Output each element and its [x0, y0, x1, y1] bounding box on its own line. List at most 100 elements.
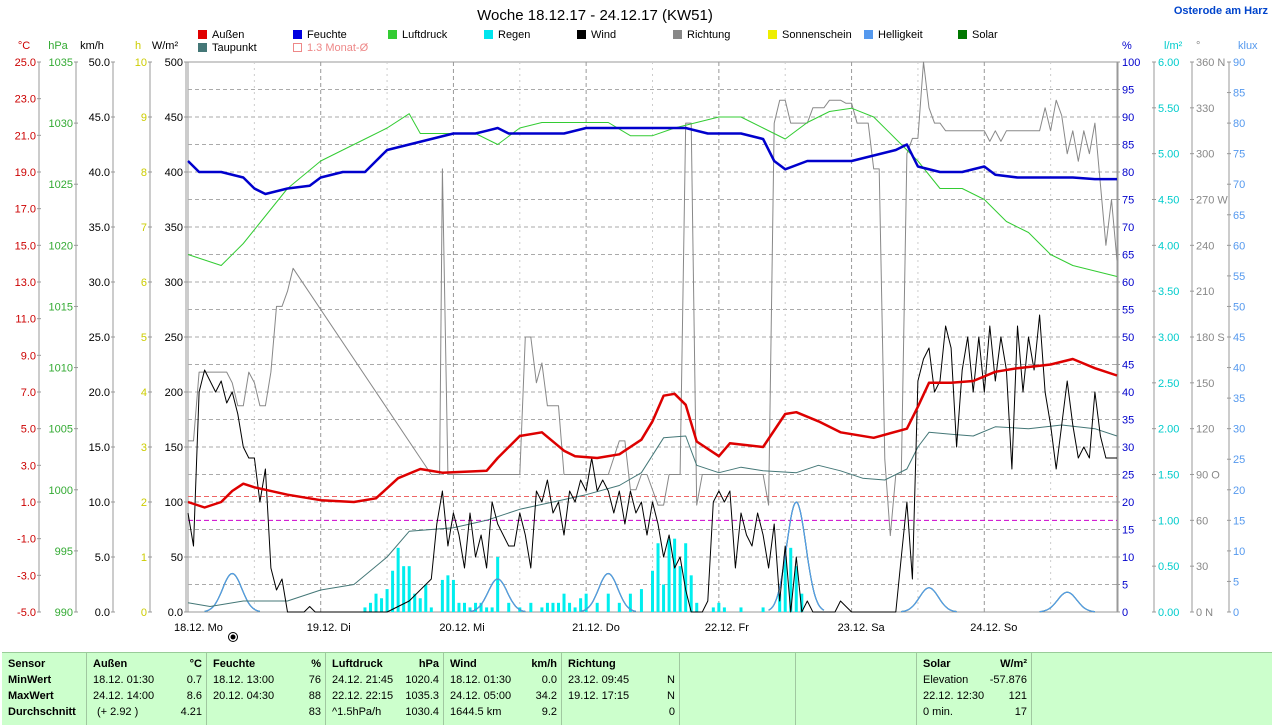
axis-tick-label: 1.0	[21, 497, 36, 509]
axis-tick-label: 80	[1233, 118, 1245, 130]
stats-cell: 19.12. 17:15	[568, 690, 630, 702]
rain-bar	[507, 602, 511, 612]
legend-label: Taupunkt	[212, 42, 257, 54]
axis-tick-label: 6.00	[1158, 57, 1179, 69]
stats-value: 76	[308, 674, 321, 686]
axis-tick-label: 180 S	[1196, 332, 1225, 344]
axis-tick-label: 7.0	[21, 387, 36, 399]
axis-tick-label: 1025	[49, 179, 73, 191]
x-tick-label: 20.12. Mi	[439, 622, 484, 634]
axis-tick-label: 60	[1196, 515, 1208, 527]
axis-unit-label: W/m²	[152, 40, 179, 52]
rain-bar	[794, 566, 798, 612]
axis-tick-label: 330	[1196, 103, 1214, 115]
axis-tick-label: 150	[165, 442, 183, 454]
rain-bar	[385, 589, 389, 612]
x-tick-label: 19.12. Di	[307, 622, 351, 634]
chart-title: Woche 18.12.17 - 24.12.17 (KW51)	[477, 7, 713, 24]
rain-bar	[789, 547, 793, 612]
stats-value: 1035.3	[405, 690, 439, 702]
axis-tick-label: 40	[1233, 363, 1245, 375]
axis-tick-label: 25	[1233, 454, 1245, 466]
axis-unit-label: hPa	[48, 40, 68, 52]
stats-unit: W/m²	[1000, 658, 1027, 670]
rain-bar	[413, 593, 417, 612]
axis-tick-label: 21.0	[15, 130, 36, 142]
axis-tick-label: 20	[1233, 485, 1245, 497]
axis-tick-label: 60	[1233, 240, 1245, 252]
axis-tick-label: 15.0	[15, 240, 36, 252]
stats-col-empty-1	[680, 653, 796, 725]
rain-bar	[540, 607, 544, 612]
stats-col-empty-2	[796, 653, 917, 725]
axis-tick-label: 0.00	[1158, 607, 1179, 619]
axis-tick-label: 2.50	[1158, 378, 1179, 390]
legend-label: Sonnenschein	[782, 29, 852, 41]
stats-unit: km/h	[531, 658, 557, 670]
legend-swatch	[864, 30, 873, 39]
rain-bar	[628, 593, 632, 612]
axis-tick-label: 45	[1233, 332, 1245, 344]
series-taupunkt	[187, 424, 1118, 607]
axes: 25.023.021.019.017.015.013.011.09.07.05.…	[15, 40, 1258, 619]
axis-tick-label: 1	[141, 552, 147, 564]
axis-tick-label: 50.0	[89, 57, 110, 69]
axis-unit-label: km/h	[80, 40, 104, 52]
axis-tick-label: 360 N	[1196, 57, 1225, 69]
axis-tick-label: 10	[135, 57, 147, 69]
axis-tick-label: 95	[1122, 85, 1134, 97]
axis-tick-label: 6	[141, 277, 147, 289]
axis-tick-label: 20	[1122, 497, 1134, 509]
stats-label: Durchschnitt	[8, 706, 76, 718]
stats-cell: 18.12. 01:30	[450, 674, 512, 686]
x-tick-label: 22.12. Fr	[705, 622, 749, 634]
legend-swatch	[198, 43, 207, 52]
axis-tick-label: 10.0	[89, 497, 110, 509]
axis-tick-label: 1035	[49, 57, 73, 69]
rain-bar	[496, 557, 500, 612]
rain-bar	[368, 602, 372, 612]
rain-bar	[545, 602, 549, 612]
stats-col-feuchte: Feuchte% 18.12. 13:00 76 20.12. 04:30 88 8…	[207, 653, 326, 725]
stats-cell: 22.12. 12:30	[923, 690, 985, 702]
rain-bar	[684, 543, 688, 612]
weather-chart: Woche 18.12.17 - 24.12.17 (KW51) Osterod…	[15, 5, 1268, 642]
stats-value: 1020.4	[405, 674, 439, 686]
stats-col-richtung: Richtung 23.12. 09:45 N 19.12. 17:15 N 0	[562, 653, 680, 725]
rain-bar	[584, 593, 588, 612]
axis-tick-label: 10	[1233, 546, 1245, 558]
axis-tick-label: 0	[1122, 607, 1128, 619]
rain-bar	[446, 575, 450, 612]
axis-tick-label: 500	[165, 57, 183, 69]
legend-swatch	[388, 30, 397, 39]
rain-bar	[568, 602, 572, 612]
axis-unit-label: klux	[1238, 40, 1258, 52]
axis-unit-label: l/m²	[1164, 40, 1183, 52]
rain-bar	[678, 566, 682, 612]
rain-bar	[396, 547, 400, 612]
stats-cell: 24.12. 05:00	[450, 690, 512, 702]
axis-tick-label: 1.50	[1158, 470, 1179, 482]
stats-cell: Elevation	[923, 674, 969, 686]
rain-bar	[418, 598, 422, 612]
axis-tick-label: 270 W	[1196, 195, 1228, 207]
axis-tick-label: 400	[165, 167, 183, 179]
axis-tick-label: 350	[165, 222, 183, 234]
axis-tick-label: 70	[1122, 222, 1134, 234]
axis-tick-label: 90	[1122, 112, 1134, 124]
axis-tick-label: 5	[1122, 580, 1128, 592]
series-außen	[187, 357, 1118, 509]
axis-tick-label: 990	[55, 607, 73, 619]
stats-value: 0.0	[541, 674, 557, 686]
series-feuchte	[187, 126, 1117, 196]
grid	[187, 61, 1118, 613]
axis-tick-label: 80	[1122, 167, 1134, 179]
rain-bar	[617, 602, 621, 612]
axis-tick-label: 5	[1233, 576, 1239, 588]
axis-tick-label: 3.00	[1158, 332, 1179, 344]
axis-tick-label: 30	[1196, 561, 1208, 573]
stats-header: Sensor	[8, 658, 46, 670]
legend-swatch	[768, 30, 777, 39]
legend-swatch	[958, 30, 967, 39]
axis-tick-label: 240	[1196, 240, 1214, 252]
